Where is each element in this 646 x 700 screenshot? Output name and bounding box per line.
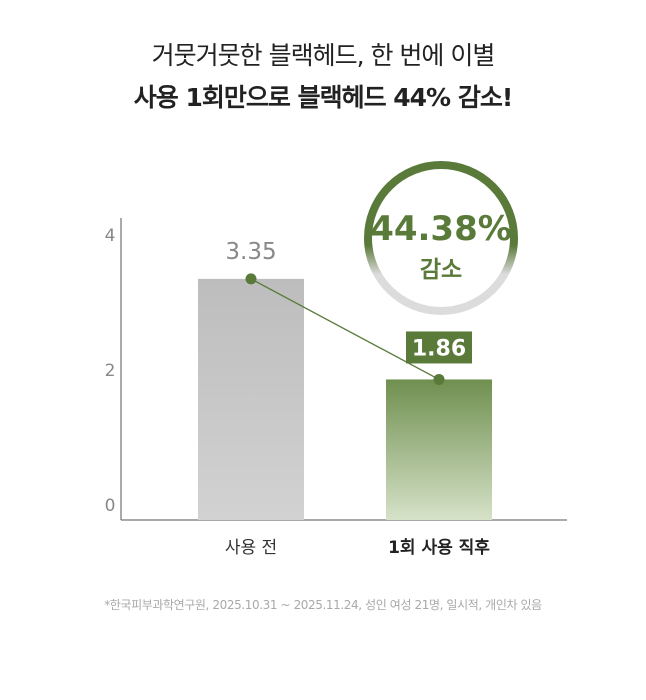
y-tick-label: 4: [105, 226, 116, 246]
point-before: [245, 273, 257, 285]
headline-line-1: 거뭇거뭇한 블랙헤드, 한 번에 이별: [151, 41, 496, 70]
data-label-after: 1.86: [412, 336, 466, 361]
reduction-badge: 44.38% 감소: [364, 161, 518, 315]
headline-line-2: 사용 1회만으로 블랙헤드 44% 감소!: [133, 83, 513, 112]
badge-percent: 44.38%: [370, 209, 512, 249]
badge-ring: [364, 161, 518, 315]
bar-after: [386, 379, 492, 520]
badge-label: 감소: [420, 257, 462, 283]
y-tick-label: 0: [105, 496, 116, 516]
data-label-before: 3.35: [225, 239, 276, 265]
point-after: [433, 373, 445, 385]
source-footnote: *한국피부과학연구원, 2025.10.31 ~ 2025.11.24, 성인 …: [104, 598, 542, 612]
bar-before: [198, 278, 304, 520]
category-label-before: 사용 전: [225, 538, 277, 558]
data-label-after-box: [406, 331, 472, 364]
y-tick-label: 2: [105, 361, 116, 381]
category-label-after: 1회 사용 직후: [388, 537, 490, 558]
